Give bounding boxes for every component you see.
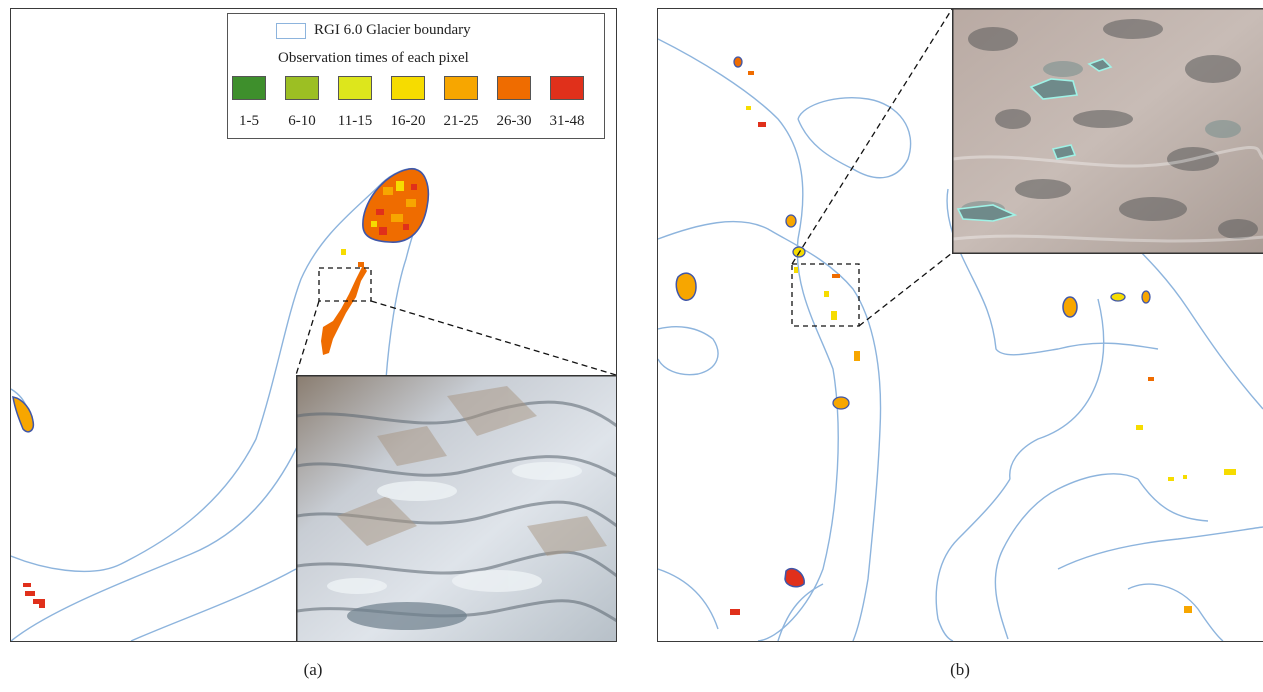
map-panel-a: RGI 6.0 Glacier boundary Observation tim… bbox=[10, 8, 617, 642]
lake-outline-b7 bbox=[1110, 292, 1126, 302]
zoom-box-a bbox=[318, 267, 372, 302]
legend-swatch-6-10 bbox=[285, 76, 319, 100]
legend: RGI 6.0 Glacier boundary Observation tim… bbox=[227, 13, 605, 139]
caption-panel-a: (a) bbox=[303, 660, 323, 679]
lake-outline-b9 bbox=[784, 567, 805, 588]
satellite-inset-b bbox=[952, 9, 1263, 254]
lake-outline-b5 bbox=[832, 396, 850, 410]
glacier-map-b bbox=[658, 9, 1263, 641]
pixel-cluster-a2 bbox=[358, 262, 364, 267]
lake-outline-b2 bbox=[733, 56, 743, 68]
lake-outline-left-a bbox=[12, 396, 35, 433]
map-panel-b bbox=[657, 8, 1263, 642]
zoom-line-b1 bbox=[791, 9, 953, 265]
glacier-boundary-outer-a bbox=[11, 183, 382, 573]
legend-label-26-30: 26-30 bbox=[496, 113, 532, 129]
legend-swatch-1-5 bbox=[232, 76, 266, 100]
legend-label-1-5: 1-5 bbox=[239, 113, 259, 129]
glacier-map-a bbox=[11, 167, 616, 641]
legend-swatch-31-48 bbox=[550, 76, 584, 100]
legend-observation-title: Observation times of each pixel bbox=[278, 50, 469, 66]
legend-label-11-15: 11-15 bbox=[337, 113, 373, 129]
lake-streak-a bbox=[321, 265, 367, 355]
pixel-cluster-bottom-a bbox=[23, 583, 45, 608]
zoom-box-b bbox=[791, 263, 860, 327]
legend-swatch-16-20 bbox=[391, 76, 425, 100]
legend-label-21-25: 21-25 bbox=[443, 113, 479, 129]
legend-boundary-label: RGI 6.0 Glacier boundary bbox=[314, 22, 471, 38]
lake-outline-b6 bbox=[1062, 296, 1078, 318]
lake-outline-large-a bbox=[362, 168, 430, 243]
pixel-cluster-a1 bbox=[341, 249, 346, 255]
glacier-boundary-bottom-a bbox=[130, 568, 297, 641]
satellite-inset-a bbox=[296, 375, 616, 641]
pixel-clusters-b bbox=[730, 71, 1236, 615]
zoom-line-a2 bbox=[370, 300, 616, 376]
legend-label-16-20: 16-20 bbox=[390, 113, 426, 129]
legend-label-31-48: 31-48 bbox=[549, 113, 585, 129]
glacier-boundaries-b bbox=[658, 9, 1263, 641]
legend-label-6-10: 6-10 bbox=[288, 113, 316, 129]
lake-outline-b3 bbox=[785, 214, 797, 228]
lake-pixels-large-a bbox=[371, 181, 417, 235]
legend-boundary-row: RGI 6.0 Glacier boundary bbox=[276, 22, 471, 39]
lake-outline-b1 bbox=[675, 272, 697, 301]
zoom-line-a1 bbox=[295, 300, 320, 376]
legend-swatch-21-25 bbox=[444, 76, 478, 100]
lake-outline-b8 bbox=[1141, 290, 1151, 304]
legend-swatch-11-15 bbox=[338, 76, 372, 100]
zoom-line-b2 bbox=[858, 252, 953, 327]
legend-swatch-26-30 bbox=[497, 76, 531, 100]
caption-panel-b: (b) bbox=[950, 660, 970, 679]
legend-boundary-swatch bbox=[276, 22, 306, 39]
